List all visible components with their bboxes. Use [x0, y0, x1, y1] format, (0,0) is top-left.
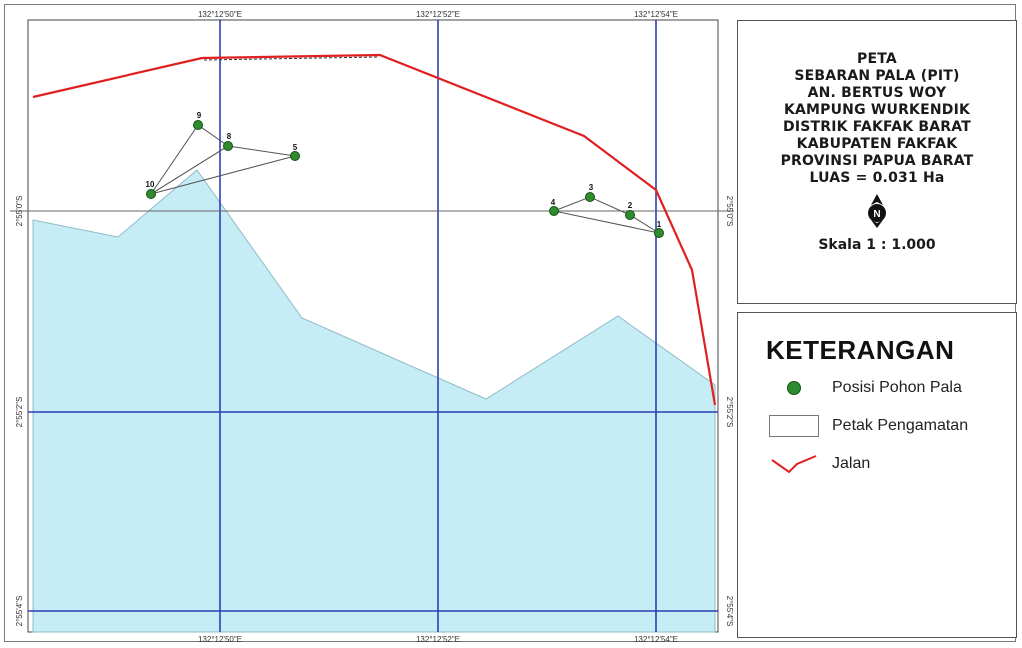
tree-point-2: [625, 210, 635, 220]
grid-label-bottom: 132°12'52"E: [416, 635, 460, 644]
title-panel: PETA SEBARAN PALA (PIT) AN. BERTUS WOY K…: [737, 20, 1017, 304]
tree-label-9: 9: [197, 111, 202, 120]
map-title: PETA SEBARAN PALA (PIT) AN. BERTUS WOY K…: [738, 51, 1016, 187]
grid-label-left: 2°55'2"S: [15, 397, 24, 428]
grid-label-right: 2°55'0"S: [725, 196, 734, 227]
tree-label-5: 5: [293, 143, 298, 152]
plot-outline-west-b: [150, 145, 296, 195]
green-dot-icon: [787, 381, 801, 395]
legend-label: Posisi Pohon Pala: [832, 379, 962, 396]
grid-label-right: 2°55'4"S: [725, 596, 734, 627]
tree-point-1: [654, 228, 664, 238]
grid-label-top: 132°12'52"E: [416, 10, 460, 19]
north-arrow-icon: N: [868, 194, 886, 228]
grid-label-top: 132°12'50"E: [198, 10, 242, 19]
road-edge: [203, 56, 379, 61]
road-line: [32, 53, 717, 406]
legend-item-plot: Petak Pengamatan: [764, 413, 968, 439]
title-line: AN. BERTUS WOY: [807, 85, 947, 101]
tree-point-10: [146, 189, 156, 199]
legend-heading: KETERANGAN: [766, 335, 955, 365]
title-line: DISTRIK FAKFAK BARAT: [783, 119, 971, 135]
graticule: [28, 20, 718, 632]
title-line: KAMPUNG WURKENDIK: [783, 102, 971, 118]
tree-point-3: [585, 192, 595, 202]
tree-label-10: 10: [146, 180, 155, 189]
tree-point-9: [193, 120, 203, 130]
tree-point-5: [290, 151, 300, 161]
rectangle-outline-icon: [769, 415, 819, 437]
legend-label: Jalan: [832, 455, 871, 472]
title-line: PROVINSI PAPUA BARAT: [780, 153, 974, 169]
title-line: PETA: [857, 51, 897, 67]
tree-label-8: 8: [227, 132, 232, 141]
tree-point-8: [223, 141, 233, 151]
grid-label-top: 132°12'54"E: [634, 10, 678, 19]
tree-label-4: 4: [551, 198, 556, 207]
grid-label-right: 2°55'2"S: [725, 397, 734, 428]
legend-panel: KETERANGAN Posisi Pohon Pala Petak Penga…: [737, 312, 1017, 638]
legend-item-tree: Posisi Pohon Pala: [764, 375, 962, 401]
grid-label-left: 2°55'0"S: [15, 196, 24, 227]
red-zigzag-line-icon: [771, 455, 817, 474]
grid-label-bottom: 132°12'54"E: [634, 635, 678, 644]
land-area: [32, 169, 716, 633]
tree-label-1: 1: [657, 220, 662, 229]
tree-point-4: [549, 206, 559, 216]
grid-label-left: 2°55'4"S: [15, 596, 24, 627]
title-line: LUAS = 0.031 Ha: [809, 170, 945, 186]
scale-text: Skala 1 : 1.000: [818, 237, 936, 253]
north-letter: N: [873, 209, 880, 220]
grid-label-bottom: 132°12'50"E: [198, 635, 242, 644]
legend-label: Petak Pengamatan: [832, 417, 969, 434]
title-line: KABUPATEN FAKFAK: [796, 136, 958, 152]
title-line: SEBARAN PALA (PIT): [794, 68, 960, 84]
tree-label-3: 3: [589, 183, 594, 192]
legend-item-road: Jalan: [764, 451, 870, 477]
tree-points: [146, 120, 664, 238]
tree-label-2: 2: [628, 201, 633, 210]
